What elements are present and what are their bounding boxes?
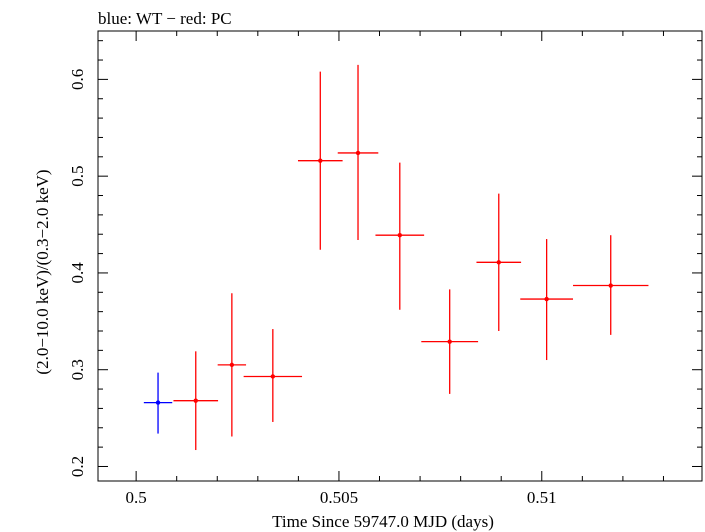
data-point [355,150,361,156]
y-tick-label: 0.2 [68,456,87,477]
data-point [447,339,452,344]
data-point [496,260,501,265]
y-axis-label: (2.0−10.0 keV)/(0.3−2.0 keV) [33,169,52,374]
series-pc [173,64,649,451]
x-tick-label: 0.51 [527,488,557,507]
x-tick-label: 0.505 [320,488,358,507]
x-tick-label: 0.5 [126,488,147,507]
data-series [143,64,649,451]
x-axis-label: Time Since 59747.0 MJD (days) [272,512,494,531]
data-point [397,232,402,238]
y-tick-label: 0.4 [68,262,87,284]
plot-frame [97,30,703,482]
y-tick-label: 0.3 [68,359,87,380]
data-point [544,296,549,302]
y-tick-label: 0.5 [68,166,87,187]
data-point [270,374,276,379]
y-tick-label: 0.6 [68,69,87,90]
data-point [229,362,235,368]
chart-title: blue: WT − red: PC [98,9,232,28]
data-point [608,283,613,288]
data-point [155,400,161,405]
data-point [193,398,198,403]
series-wt [143,372,173,434]
y-axis: 0.2 0.3 0.4 0.5 0.6 [68,40,702,477]
x-axis: 0.5 0.505 0.51 [126,31,664,507]
data-point [318,158,323,163]
